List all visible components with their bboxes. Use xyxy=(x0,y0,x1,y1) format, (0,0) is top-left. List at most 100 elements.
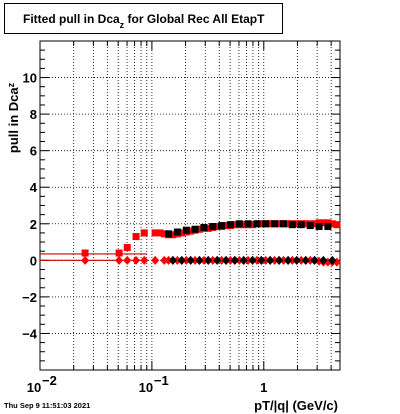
data-point-diamond xyxy=(182,255,191,265)
data-point-diamond xyxy=(297,255,306,265)
chart-title: Fitted pull in Dcaz for Global Rec All E… xyxy=(23,12,265,30)
data-point-square xyxy=(297,221,305,229)
data-point-diamond xyxy=(284,255,293,265)
y-axis-title: pull in Dcaz xyxy=(6,82,21,153)
y-tick-label: 2 xyxy=(30,217,37,232)
data-point-diamond xyxy=(275,255,284,265)
data-point-square xyxy=(213,223,221,231)
data-point-diamond xyxy=(239,255,248,265)
data-point-square xyxy=(218,222,226,230)
data-point-diamond xyxy=(132,255,141,265)
data-point-diamond xyxy=(244,255,253,265)
data-point-diamond xyxy=(319,255,328,265)
data-point-square xyxy=(266,220,274,228)
data-point-diamond xyxy=(208,255,217,265)
data-point-diamond xyxy=(288,255,297,265)
data-point-diamond xyxy=(257,255,266,265)
data-point-square xyxy=(204,224,212,232)
data-point-diamond xyxy=(235,255,244,265)
y-axis-title-subscript: z xyxy=(6,82,16,87)
y-tick-label: 0 xyxy=(30,253,37,268)
data-point-square xyxy=(200,223,208,231)
data-point-square xyxy=(235,220,243,228)
data-point-diamond xyxy=(248,255,257,265)
data-point-square xyxy=(315,219,323,227)
data-point-square xyxy=(279,220,287,228)
chart-title-main: Fitted pull in Dca xyxy=(23,12,120,26)
data-point-square xyxy=(165,230,173,238)
data-point-square xyxy=(195,225,203,233)
data-point-square xyxy=(253,220,261,228)
data-point-square xyxy=(178,229,186,237)
timestamp-footer: Thu Sep 9 11:51:03 2021 xyxy=(4,401,91,410)
x-tick-label-exponent: −1 xyxy=(154,373,169,388)
data-point-diamond xyxy=(191,255,200,265)
data-point-square xyxy=(257,220,265,228)
x-tick-label: 10 xyxy=(27,380,41,395)
data-point-diamond xyxy=(222,255,231,265)
data-point-square xyxy=(123,244,131,252)
data-point-diamond xyxy=(306,255,315,265)
data-point-square xyxy=(81,249,89,257)
data-point-diamond xyxy=(252,255,261,265)
y-tick-label: 8 xyxy=(30,107,37,122)
data-point-square xyxy=(324,223,332,231)
data-point-diamond xyxy=(230,255,239,265)
data-point-diamond xyxy=(310,255,319,265)
data-point-square xyxy=(271,220,279,228)
x-axis-title: pT/|q| (GeV/c) xyxy=(254,398,338,413)
data-point-square xyxy=(140,229,148,237)
data-point-square xyxy=(302,220,310,228)
y-axis-title-main: pull in Dca xyxy=(6,87,21,154)
y-tick-label: 10 xyxy=(23,71,37,86)
data-point-square xyxy=(222,222,230,230)
y-tick-label: −4 xyxy=(22,326,38,341)
data-point-diamond xyxy=(328,255,337,265)
data-point-diamond xyxy=(217,255,226,265)
data-point-square xyxy=(173,228,181,236)
data-point-square xyxy=(182,226,190,234)
data-point-square xyxy=(240,221,248,229)
x-tick-label-exponent: −2 xyxy=(42,373,57,388)
data-point-square xyxy=(333,221,341,229)
plot-frame xyxy=(39,40,341,371)
data-point-diamond xyxy=(301,255,310,265)
data-point-square xyxy=(191,225,199,233)
data-point-diamond xyxy=(204,255,213,265)
axis-ticks xyxy=(39,40,340,371)
chart-title-box: Fitted pull in Dcaz for Global Rec All E… xyxy=(4,3,283,34)
data-point-diamond xyxy=(199,255,208,265)
data-point-square xyxy=(249,221,257,229)
data-point-diamond xyxy=(177,255,186,265)
chart-title-rest: for Global Rec All EtapT xyxy=(124,12,265,26)
data-point-diamond xyxy=(168,255,177,265)
data-point-square xyxy=(262,220,270,228)
data-point-square xyxy=(160,230,168,238)
y-tick-label: 4 xyxy=(30,180,38,195)
data-point-diamond xyxy=(123,255,132,265)
y-tick-label: −2 xyxy=(22,290,37,305)
data-point-diamond xyxy=(140,255,149,265)
data-point-diamond xyxy=(115,255,124,265)
data-point-square xyxy=(169,231,177,239)
data-point-diamond xyxy=(160,255,169,265)
data-point-diamond xyxy=(195,255,204,265)
data-point-square xyxy=(132,233,140,241)
data-point-square xyxy=(319,219,327,227)
data-point-square xyxy=(244,220,252,228)
data-point-diamond xyxy=(81,255,90,265)
data-points xyxy=(81,219,341,267)
data-point-diamond xyxy=(151,255,160,265)
data-point-square xyxy=(310,220,318,228)
data-point-diamond xyxy=(213,255,222,265)
x-tick-label: 1 xyxy=(260,380,267,395)
data-point-square xyxy=(315,223,323,231)
data-point-square xyxy=(231,221,239,229)
data-point-square xyxy=(156,229,164,237)
data-point-square xyxy=(324,219,332,227)
data-point-square xyxy=(151,229,159,237)
data-point-diamond xyxy=(226,255,235,265)
data-point-diamond xyxy=(270,255,279,265)
